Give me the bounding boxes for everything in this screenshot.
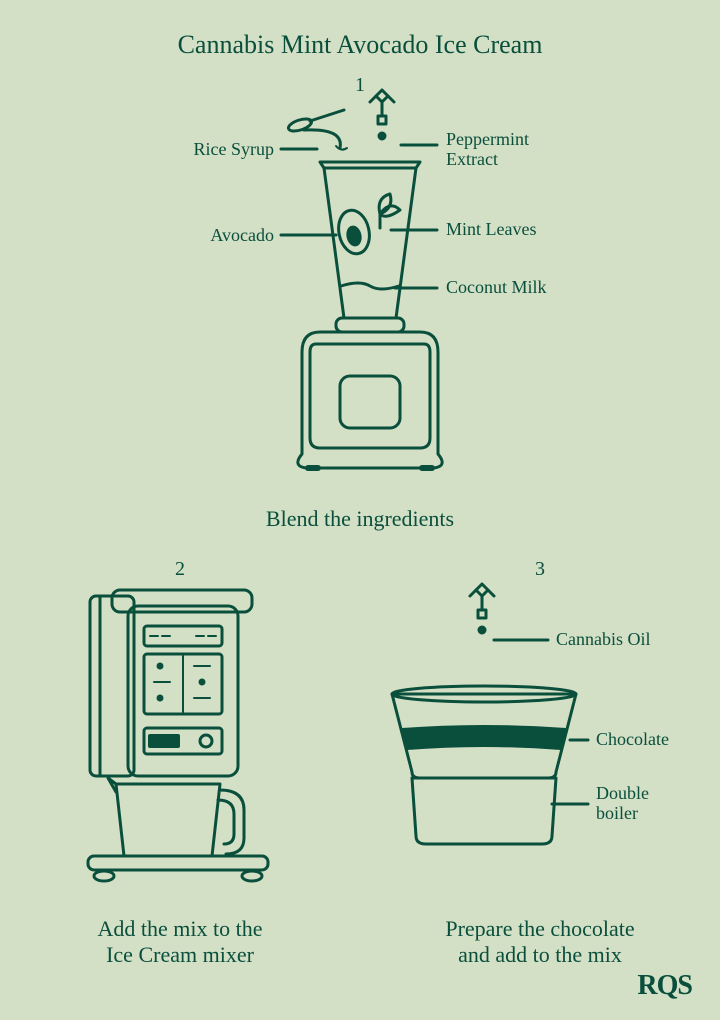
step-3-caption: Prepare the chocolate and add to the mix	[360, 916, 720, 968]
steps-row: 2	[0, 548, 720, 998]
step-3: 3 Cannabis Oil Chocolate Double boiler	[360, 548, 720, 998]
boiler-icon	[360, 578, 720, 898]
step-2: 2	[0, 548, 360, 998]
step-3-number: 3	[360, 548, 720, 581]
step-2-number: 2	[0, 548, 360, 581]
brand-logo: RQS	[637, 970, 692, 1002]
step-2-caption: Add the mix to the Ice Cream mixer	[0, 916, 360, 968]
page-title: Cannabis Mint Avocado Ice Cream	[0, 0, 720, 60]
mixer-icon	[0, 578, 360, 898]
blender-icon	[0, 88, 720, 508]
step-1-caption: Blend the ingredients	[0, 506, 720, 532]
step-1: 1 Rice Syrup Avocado Peppermint Extract …	[0, 68, 720, 548]
